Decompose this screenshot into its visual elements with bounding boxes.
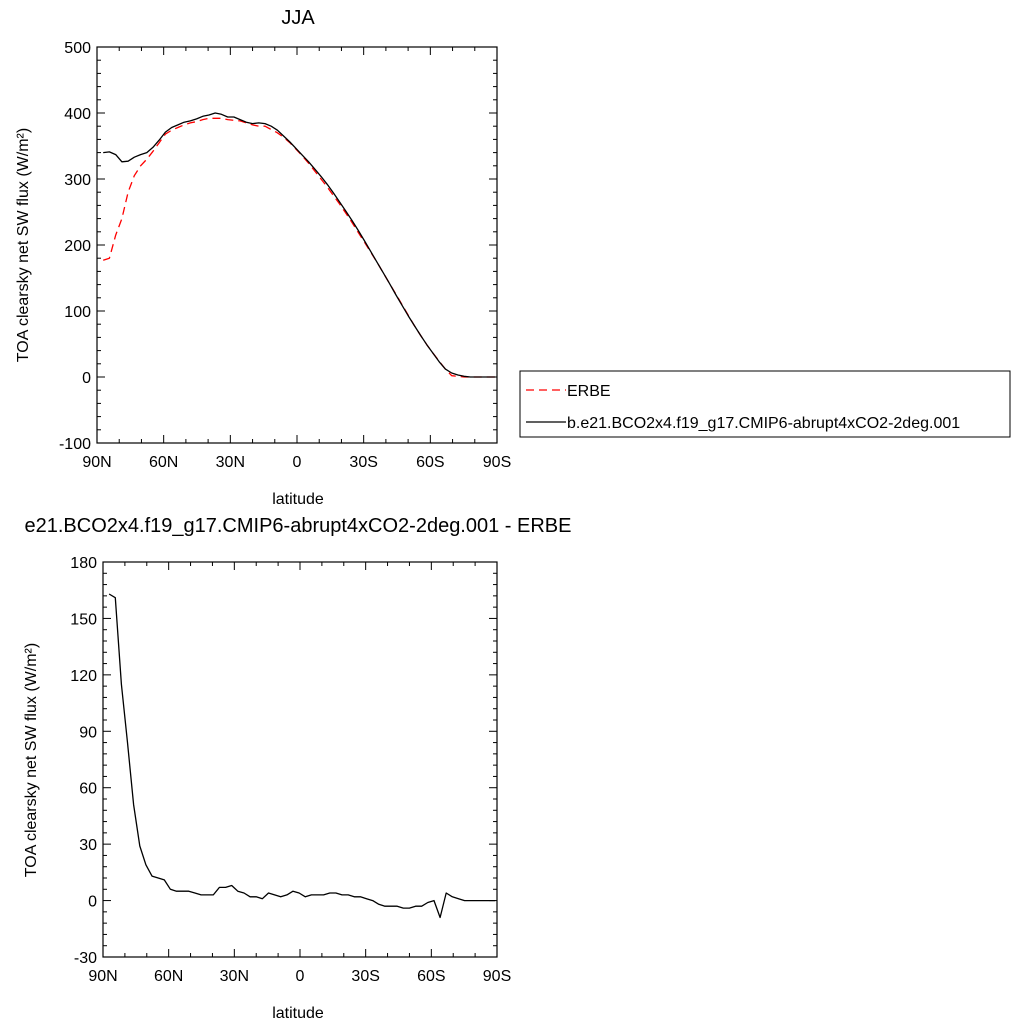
x-tick-label: 30N bbox=[220, 968, 249, 985]
legend-box bbox=[519, 370, 1011, 438]
legend-label-model: b.e21.BCO2x4.f19_g17.CMIP6-abrupt4xCO2-2… bbox=[567, 415, 960, 432]
y-tick-label: -30 bbox=[74, 950, 97, 967]
y-tick-label: -100 bbox=[59, 436, 91, 453]
y-tick-label: 90 bbox=[79, 724, 97, 741]
y-tick-label: 500 bbox=[64, 40, 91, 57]
y-tick-label: 400 bbox=[64, 106, 91, 123]
bottom-panel: e21.BCO2x4.f19_g17.CMIP6-abrupt4xCO2-2de… bbox=[23, 515, 571, 1022]
y-tick-label: 0 bbox=[82, 370, 91, 387]
top-panel: JJA latitude TOA clearsky net SW flux (W… bbox=[15, 7, 511, 508]
y-tick-label: 100 bbox=[64, 304, 91, 321]
x-tick-label: 0 bbox=[293, 454, 302, 471]
top-chart-title: JJA bbox=[281, 7, 315, 29]
y-tick-label: 120 bbox=[70, 668, 97, 685]
plot-frame-1 bbox=[96, 46, 498, 444]
y-tick-label: 150 bbox=[70, 611, 97, 628]
x-tick-label: 30N bbox=[216, 454, 245, 471]
x-tick-label: 30S bbox=[351, 968, 379, 985]
y-tick-label: 0 bbox=[88, 894, 97, 911]
y-tick-label: 180 bbox=[70, 555, 97, 572]
x-tick-label: 90N bbox=[88, 968, 117, 985]
x-tick-label: 60S bbox=[417, 968, 445, 985]
plot-area-1: 90N 60N 30N 0 30S 60S 90S -100 0 100 200 300 400 500 bbox=[59, 40, 511, 471]
plot-frame-2 bbox=[102, 561, 498, 958]
y-tick-label: 60 bbox=[79, 781, 97, 798]
top-y-axis-label: TOA clearsky net SW flux (W/m²) bbox=[15, 128, 32, 362]
x-tick-label: 90S bbox=[483, 968, 511, 985]
series-line-1-2 bbox=[103, 112, 496, 378]
series-line-2-1 bbox=[108, 593, 496, 919]
x-tick-label: 90S bbox=[483, 454, 511, 471]
y-tick-label: 200 bbox=[64, 238, 91, 255]
y-tick-label: 300 bbox=[64, 172, 91, 189]
series-line-1-1 bbox=[103, 117, 496, 378]
y-tick-label: 30 bbox=[79, 837, 97, 854]
x-tick-label: 60S bbox=[416, 454, 444, 471]
x-tick-label: 60N bbox=[149, 454, 178, 471]
bottom-y-axis-label: TOA clearsky net SW flux (W/m²) bbox=[23, 643, 40, 877]
x-tick-label: 30S bbox=[349, 454, 377, 471]
x-tick-label: 0 bbox=[296, 968, 305, 985]
bottom-x-axis-label: latitude bbox=[272, 1005, 324, 1022]
legend: ERBE b.e21.BCO2x4.f19_g17.CMIP6-abrupt4x… bbox=[519, 370, 1011, 438]
top-x-axis-label: latitude bbox=[272, 491, 324, 508]
x-tick-label: 90N bbox=[82, 454, 111, 471]
bottom-chart-title: e21.BCO2x4.f19_g17.CMIP6-abrupt4xCO2-2de… bbox=[25, 515, 572, 537]
x-tick-label: 60N bbox=[154, 968, 183, 985]
plot-area-2: 90N 60N 30N 0 30S 60S 90S -30 0 30 60 90 120 150 180 bbox=[70, 555, 511, 985]
legend-label-erbe: ERBE bbox=[567, 383, 611, 400]
